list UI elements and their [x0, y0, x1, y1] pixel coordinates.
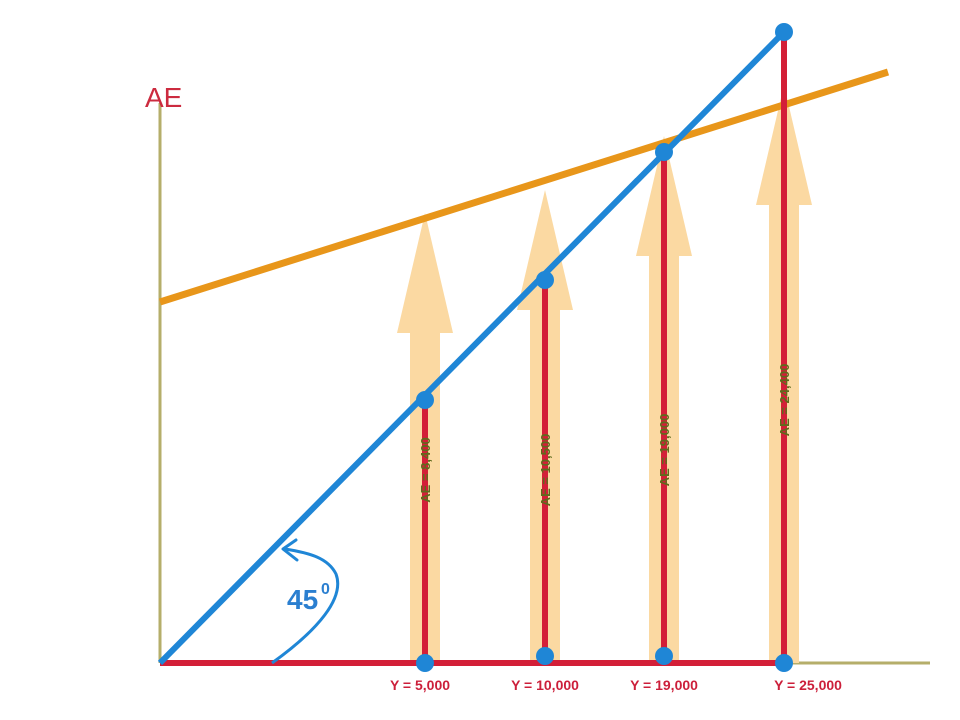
income-axis-dot [416, 654, 434, 672]
angle-label: 45 [287, 584, 318, 615]
ae-axis-label: AE [145, 82, 182, 113]
intersection-dots [416, 23, 793, 672]
ae-value-label: AE = 10,500 [538, 434, 553, 507]
income-label: Y = 25,000 [774, 677, 842, 693]
income-axis-dot [775, 654, 793, 672]
income-verticals [422, 32, 787, 663]
ae-value-labels: AE = 8,400 AE = 10,500 AE = 19,000 AE = 24,… [418, 364, 792, 507]
ae-value-label: AE = 19,000 [657, 414, 672, 487]
angle-degree-superscript: 0 [321, 581, 330, 598]
income-axis-dot [655, 647, 673, 665]
income-label: Y = 10,000 [511, 677, 579, 693]
forty-five-line-dot [536, 271, 554, 289]
forty-five-line-dot [416, 391, 434, 409]
angle-arc [271, 547, 340, 665]
ae-value-label: AE = 8,400 [418, 437, 433, 502]
income-label: Y = 5,000 [390, 677, 450, 693]
income-axis-dot [536, 647, 554, 665]
income-labels: Y = 5,000 Y = 10,000 Y = 19,000 Y = 25,000 [390, 677, 842, 693]
ae-arrows [397, 85, 812, 663]
forty-five-degree-line [157, 25, 791, 666]
angle-arc-arrowhead [281, 538, 299, 562]
ae-value-label: AE = 24,400 [777, 364, 792, 437]
income-label: Y = 19,000 [630, 677, 698, 693]
ae-line [158, 68, 890, 306]
forty-five-line-dot [775, 23, 793, 41]
forty-five-line-dot [655, 143, 673, 161]
